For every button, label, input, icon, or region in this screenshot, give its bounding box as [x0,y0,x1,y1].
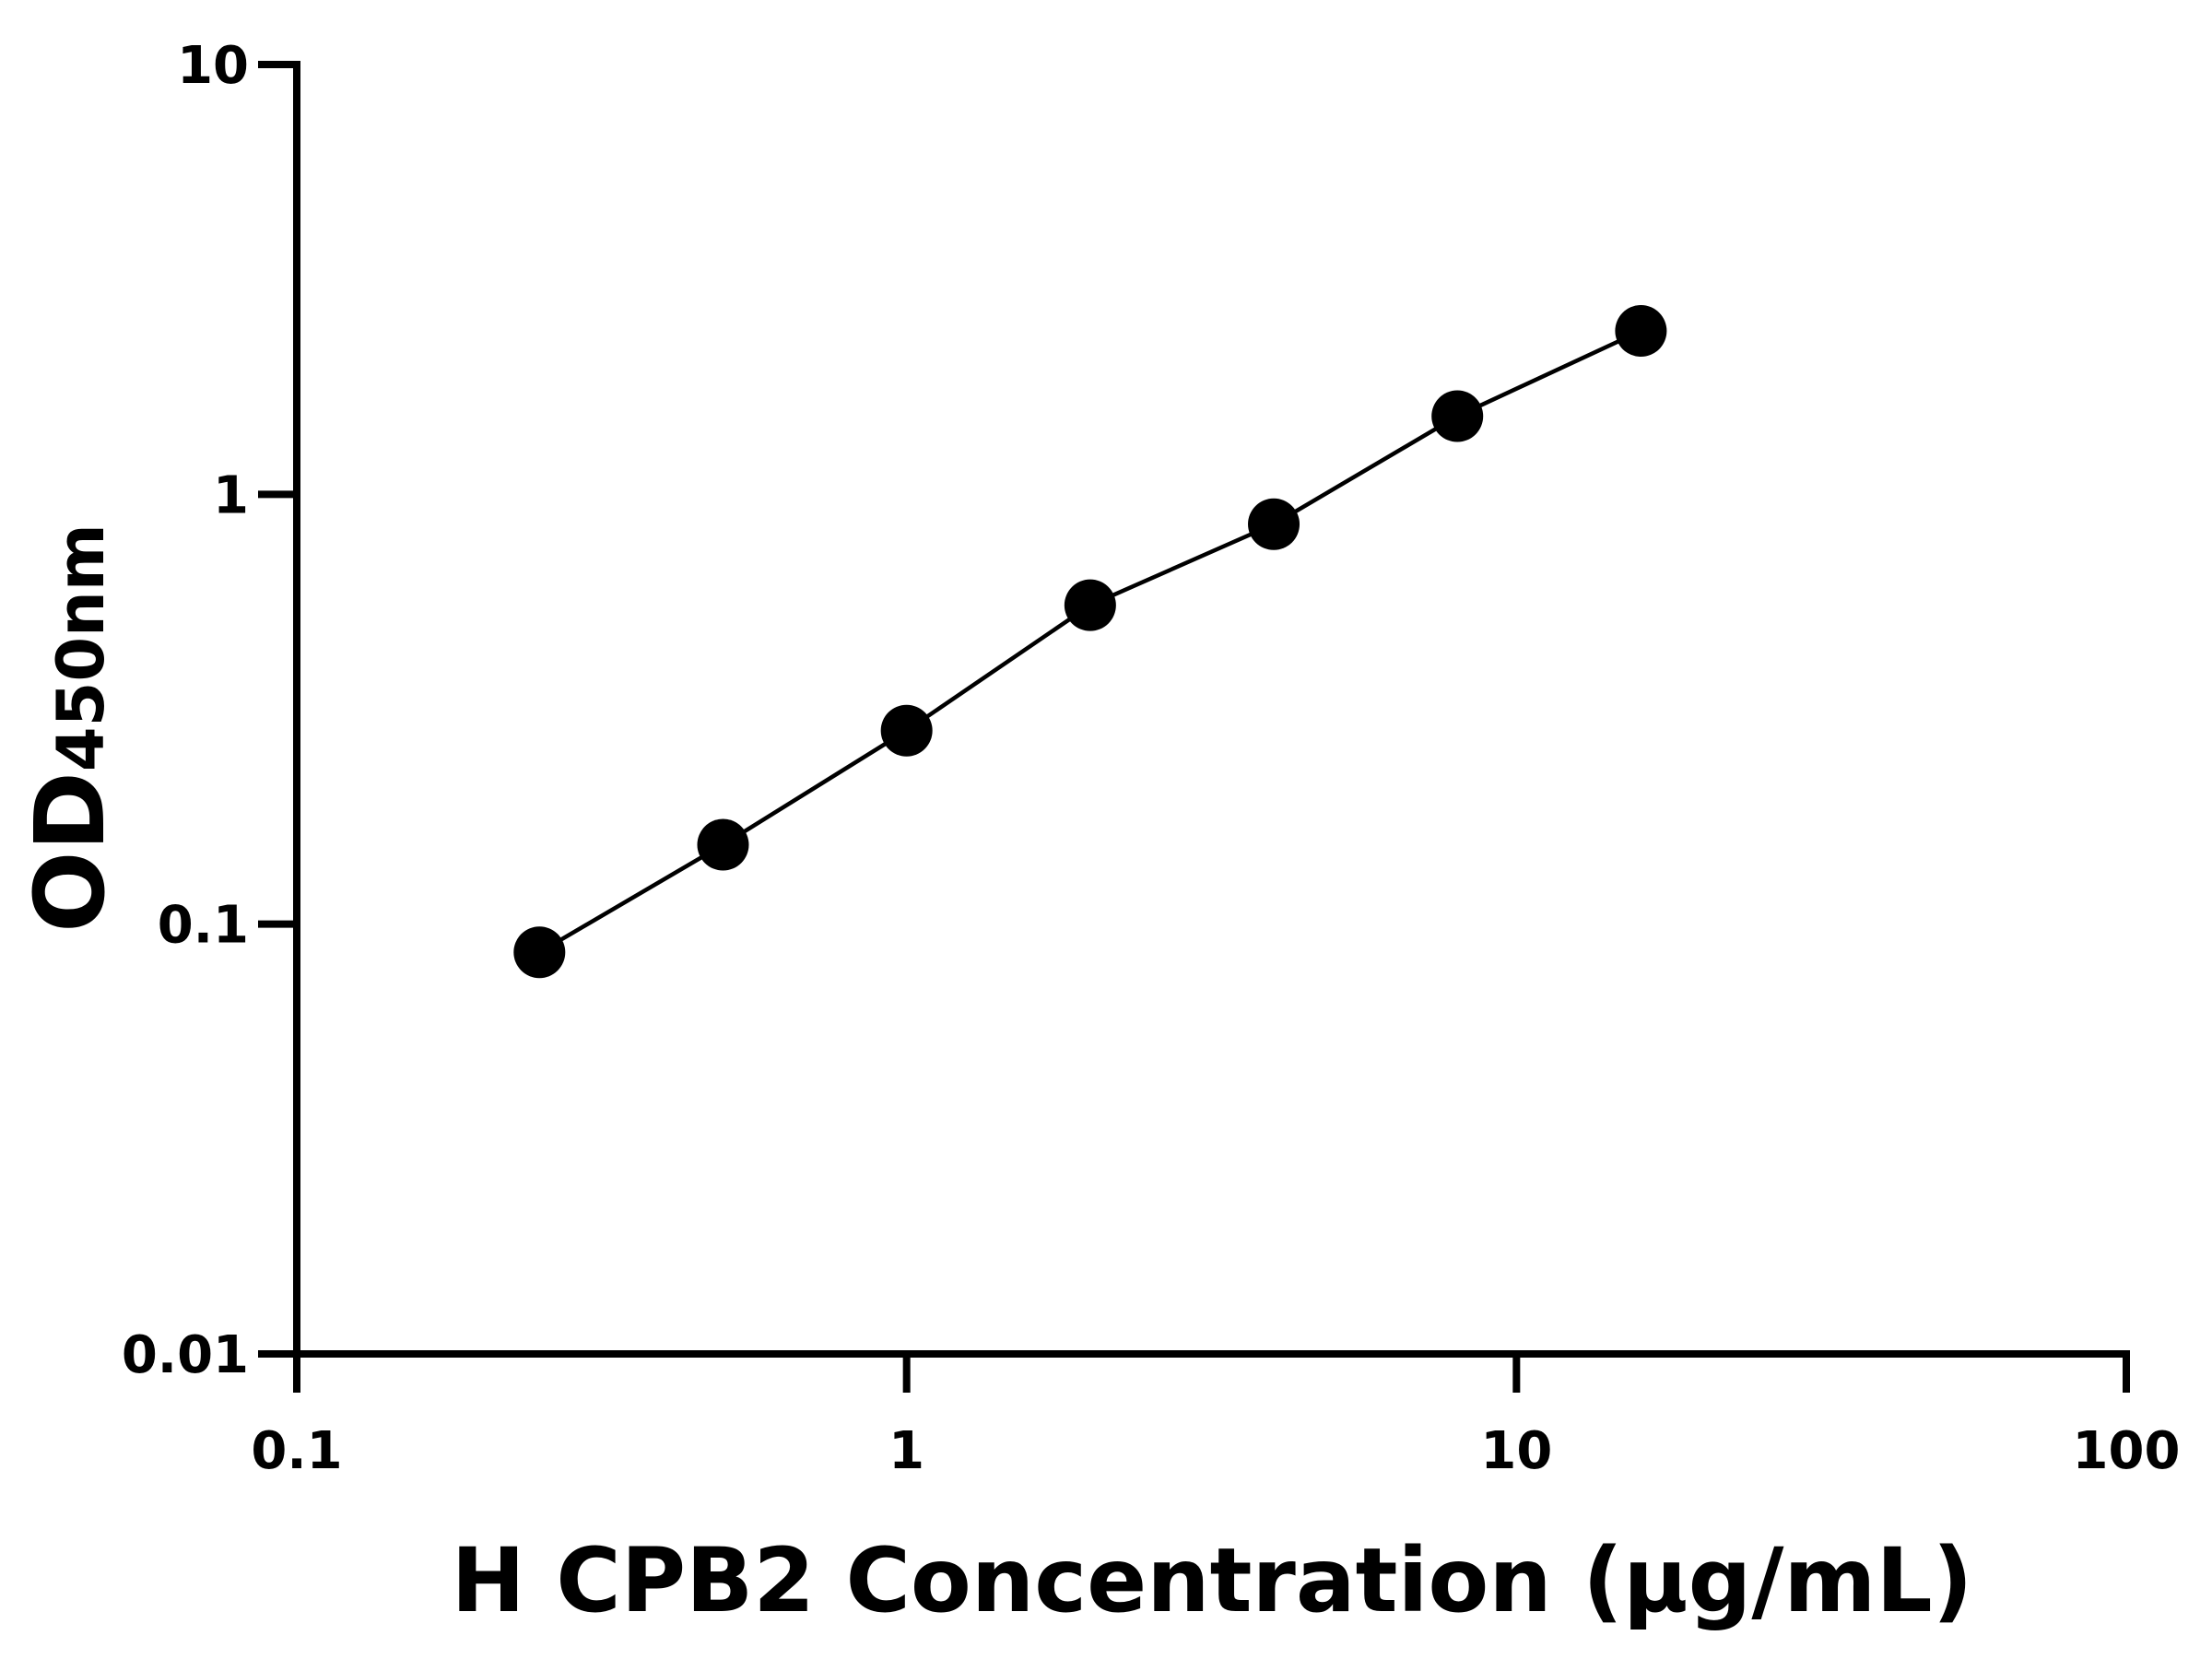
x-tick-label: 100 [2073,1421,2181,1481]
y-axis-label-main: OD [14,771,126,933]
y-tick-label: 10 [177,36,249,96]
x-tick-label: 0.1 [251,1421,342,1481]
y-tick-label: 1 [213,465,249,525]
y-axis-label: OD450nm [14,524,126,933]
data-point [1248,498,1300,550]
data-point [1431,390,1484,442]
data-point [880,704,933,757]
data-point [697,818,749,871]
y-axis-label-sub: 450nm [43,524,119,771]
data-point [1615,305,1667,358]
data-point [1064,579,1116,631]
data-point [513,926,566,979]
y-tick-label: 0.01 [122,1325,249,1385]
y-tick-label: 0.1 [158,896,249,956]
x-tick-label: 1 [888,1421,924,1481]
x-tick-label: 10 [1480,1421,1552,1481]
x-axis-label: H CPB2 Concentration (μg/mL) [452,1529,1973,1632]
